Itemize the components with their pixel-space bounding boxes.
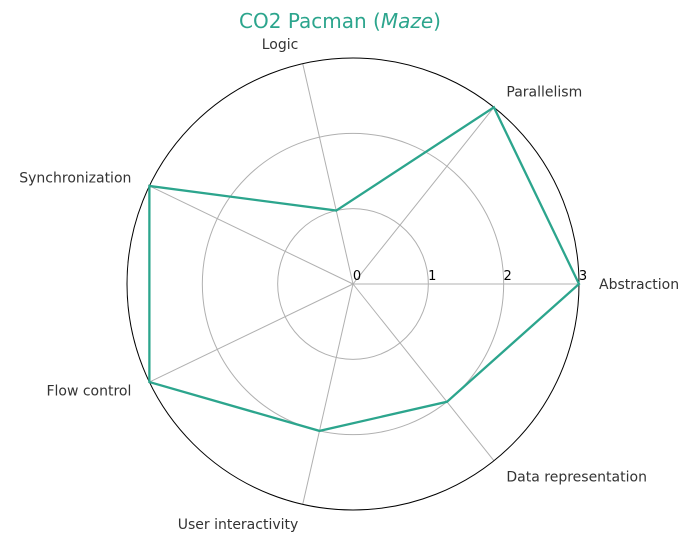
tick-label-0: 0 xyxy=(353,269,361,284)
axis-label-abstraction: Abstraction xyxy=(599,277,679,293)
series-line-0 xyxy=(148,105,581,433)
tick-label-1: 1 xyxy=(428,269,436,284)
spoke-3 xyxy=(149,185,354,285)
radar-series xyxy=(148,105,581,433)
tick-label-2: 2 xyxy=(504,269,512,284)
spoke-1 xyxy=(352,106,495,285)
spoke-5 xyxy=(302,283,354,505)
axis-label-logic: Logic xyxy=(262,37,299,53)
spoke-4 xyxy=(149,283,354,383)
tick-label-3: 3 xyxy=(579,269,587,284)
axis-label-flow-control: Flow control xyxy=(46,384,131,400)
radar-grid xyxy=(126,57,580,511)
spoke-6 xyxy=(352,283,495,462)
axis-label-user-interactivity: User interactivity xyxy=(178,517,299,533)
chart-title: CO2 Pacman (Maze) xyxy=(239,9,441,33)
chart-title-main: CO2 Pacman ( xyxy=(239,9,381,33)
chart-title-italic: Maze xyxy=(381,9,433,33)
radial-tick-labels: 0 1 2 3 xyxy=(353,269,587,284)
axis-labels: Abstraction Parallelism Logic Synchronizati… xyxy=(19,37,679,533)
axis-label-synchronization: Synchronization xyxy=(19,170,131,186)
axis-label-parallelism: Parallelism xyxy=(506,85,582,101)
axis-label-data-representation: Data representation xyxy=(506,469,647,485)
chart-title-suffix: ) xyxy=(433,9,441,33)
spoke-2 xyxy=(302,63,354,285)
